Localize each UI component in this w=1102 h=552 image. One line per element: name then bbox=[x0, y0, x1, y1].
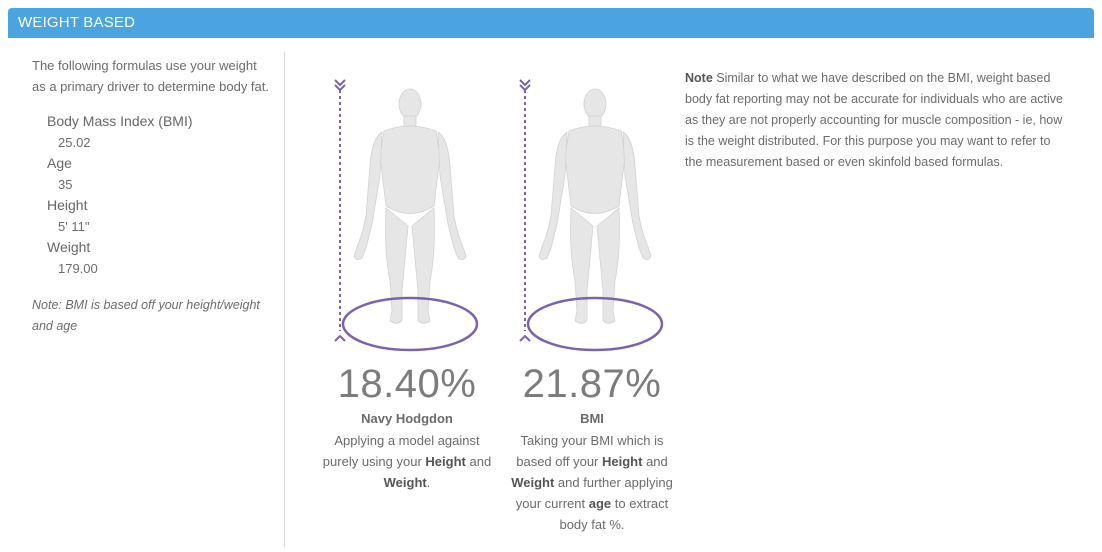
height-marker-bottom-arrow bbox=[519, 334, 531, 342]
column-divider bbox=[284, 52, 285, 547]
metric-value: 35 bbox=[58, 177, 73, 192]
metric-age: Age 35 bbox=[47, 153, 272, 195]
body-fat-percentage: 21.87% bbox=[522, 362, 662, 406]
bmi-result: 21.87% BMI Taking your BMI which is base… bbox=[507, 76, 677, 532]
formula-name: Navy Hodgdon bbox=[361, 411, 453, 426]
section-header: WEIGHT BASED bbox=[8, 8, 1094, 38]
height-marker-top-arrow bbox=[519, 79, 531, 87]
formula-name: BMI bbox=[580, 411, 604, 426]
metric-value: 25.02 bbox=[58, 135, 91, 150]
height-marker-bottom-arrow bbox=[334, 334, 346, 342]
accuracy-note: Note Similar to what we have described o… bbox=[685, 68, 1070, 173]
body-figure-icon bbox=[334, 79, 479, 352]
metric-bmi: Body Mass Index (BMI) 25.02 bbox=[47, 111, 272, 153]
note-text: Similar to what we have described on the… bbox=[685, 71, 1063, 169]
human-body-shape bbox=[353, 88, 467, 324]
body-fat-percentage: 18.40% bbox=[337, 362, 477, 406]
base-ring bbox=[526, 296, 664, 352]
formula-description: Taking your BMI which is based off your … bbox=[511, 433, 673, 532]
metric-height: Height 5' 11" bbox=[47, 195, 272, 237]
formula-description: Applying a model against purely using yo… bbox=[322, 433, 492, 490]
section-title: WEIGHT BASED bbox=[18, 14, 136, 31]
metric-label: Height bbox=[47, 197, 88, 213]
height-marker bbox=[519, 79, 531, 342]
height-marker bbox=[334, 79, 346, 342]
metrics-list: Body Mass Index (BMI) 25.02 Age 35 Heigh… bbox=[32, 111, 272, 279]
metric-value: 5' 11" bbox=[58, 219, 90, 234]
body-figure-icon bbox=[519, 79, 664, 352]
metric-label: Body Mass Index (BMI) bbox=[47, 113, 193, 129]
metric-weight: Weight 179.00 bbox=[47, 237, 272, 279]
note-lead: Note bbox=[685, 71, 713, 85]
height-marker-top-arrow bbox=[334, 79, 346, 87]
inputs-panel: The following formulas use your weight a… bbox=[32, 55, 272, 337]
navy-hodgdon-result: 18.40% Navy Hodgdon Applying a model aga… bbox=[322, 76, 492, 490]
metric-value: 179.00 bbox=[58, 261, 98, 276]
metric-label: Age bbox=[47, 155, 72, 171]
base-ring bbox=[341, 296, 479, 352]
human-body-shape bbox=[538, 88, 652, 324]
bmi-basis-note: Note: BMI is based off your height/weigh… bbox=[32, 298, 260, 333]
metric-label: Weight bbox=[47, 239, 91, 255]
intro-text: The following formulas use your weight a… bbox=[32, 58, 269, 94]
